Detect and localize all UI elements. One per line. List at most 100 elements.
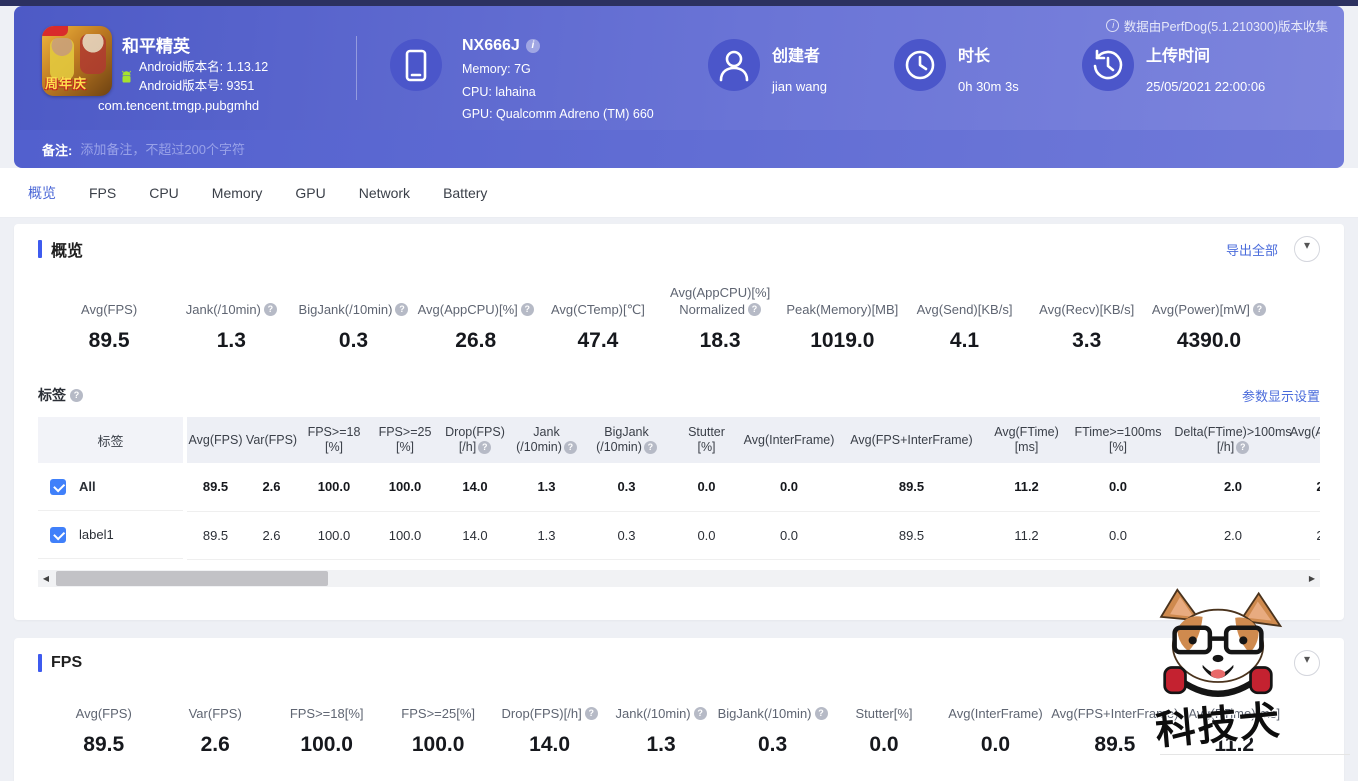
tab-gpu[interactable]: GPU [295, 184, 326, 201]
metric-avg-fps: Avg(FPS) 89.5 [48, 688, 159, 757]
param-display-settings-link[interactable]: 参数显示设置 [1241, 388, 1320, 404]
metric-avg-ctemp: Avg(CTemp)[℃] 47.4 [537, 284, 659, 353]
help-icon[interactable] [70, 388, 83, 402]
metric-stutter: Stutter[%] 0.0 [828, 688, 939, 757]
tab-overview[interactable]: 概览 [28, 184, 56, 201]
app-icon: 周年庆 [42, 26, 112, 96]
app-name: 和平精英 [122, 37, 190, 56]
table-scroll-area[interactable]: Avg(FPS) Var(FPS) FPS>=18 [%] FPS>=25 [%] … [187, 417, 1320, 560]
metric-value: 11.2 [1214, 733, 1255, 756]
metric-avg-fps-interframe: Avg(FPS+InterFrame) 89.5 [1051, 706, 1179, 756]
metric-avg-interframe: Avg(InterFrame) 0.0 [940, 688, 1051, 757]
creator-value: jian wang [772, 79, 827, 94]
help-icon[interactable] [1252, 303, 1266, 316]
metric-value: 2.6 [200, 733, 230, 756]
user-icon [719, 50, 749, 82]
metric-peak-memory: Peak(Memory)[MB] 1019.0 [781, 284, 903, 353]
metric-value: 100.0 [411, 733, 465, 756]
metric-value: 26.8 [455, 329, 497, 352]
app-versions: Android版本名: 1.13.12 Android版本号: 9351 [120, 58, 268, 96]
header-divider [356, 36, 357, 100]
metric-avg-fps: Avg(FPS) 89.5 [48, 284, 170, 353]
metric-jank: Jank(/10min) 1.3 [605, 688, 716, 757]
help-icon[interactable] [747, 303, 761, 316]
metric-avg-recv: Avg(Recv)[KB/s] 3.3 [1026, 284, 1148, 353]
phone-icon [405, 49, 427, 82]
app-icon-art [80, 34, 106, 74]
metric-bigjank: BigJank(/10min) 0.3 [292, 284, 414, 353]
help-icon[interactable] [563, 441, 577, 454]
table-row: label1 [38, 511, 183, 559]
metric-avg-appcpu-normalized: Avg(AppCPU)[%] Normalized 18.3 [659, 284, 781, 353]
duration-icon-circle [894, 39, 946, 91]
col-header: Avg(FTime) [ms] [989, 417, 1064, 463]
help-icon[interactable] [693, 707, 707, 720]
creator-icon-circle [708, 39, 760, 91]
collector-note: 数据由PerfDog(5.1.210300)版本收集 [1105, 16, 1328, 35]
tab-battery[interactable]: Battery [443, 184, 488, 201]
table-header-row: Avg(FPS) Var(FPS) FPS>=18 [%] FPS>=25 [%] … [187, 417, 1320, 463]
remark-input[interactable] [80, 141, 1324, 157]
overview-title: 概览 [51, 243, 84, 260]
col-header: Delta(FTime)>100ms [/h] [1172, 417, 1294, 463]
tab-fps[interactable]: FPS [89, 184, 117, 201]
fps-metrics: Avg(FPS) 89.5 Var(FPS) 2.6 FPS>=18[%] 10… [38, 688, 1320, 757]
remark-bar: 备注: [14, 130, 1344, 168]
metric-avg-power: Avg(Power)[mW] 4390.0 [1148, 284, 1270, 353]
metric-value: 3.3 [1072, 329, 1102, 352]
table-row-label1: 89.5 2.6 100.0 100.0 14.0 1.3 0.3 0.0 0.… [187, 511, 1320, 560]
labels-title: 标签 [38, 387, 66, 403]
report-header: 周年庆 和平精英 Android版本名: 1.13.12 Android版本号:… [14, 6, 1344, 130]
col-header: Var(FPS) [244, 417, 299, 463]
help-icon[interactable] [263, 303, 277, 316]
fps-title: FPS [51, 654, 83, 671]
tab-memory[interactable]: Memory [211, 184, 263, 201]
help-icon[interactable] [814, 707, 828, 720]
app-icon-caption: 周年庆 [45, 76, 88, 91]
app-package: com.tencent.tmgp.pubgmhd [98, 98, 260, 113]
help-icon[interactable] [1236, 441, 1250, 454]
help-icon[interactable] [584, 707, 598, 720]
device-model: NX666J [462, 36, 520, 54]
help-icon[interactable] [643, 441, 657, 454]
checkbox-all[interactable] [50, 478, 66, 495]
col-header: Jank (/10min) [509, 417, 584, 463]
metric-value: 89.5 [83, 733, 125, 756]
metric-bigjank: BigJank(/10min) 0.3 [717, 688, 828, 757]
metric-value: 0.3 [757, 733, 788, 756]
android-version-code: Android版本号: 9351 [139, 79, 255, 93]
title-accent-bar [38, 240, 42, 258]
duration-value: 0h 30m 3s [958, 79, 1019, 94]
help-icon[interactable] [478, 441, 492, 454]
help-icon[interactable] [520, 303, 534, 316]
tab-network[interactable]: Network [358, 184, 411, 201]
collapse-overview-button[interactable] [1294, 236, 1320, 262]
metric-value: 47.4 [577, 329, 619, 352]
labels-table: 标签 All label1 Avg(FPS) [38, 417, 1320, 560]
horizontal-scrollbar[interactable]: ◀ ▶ [38, 569, 1320, 587]
col-header: Avg(InterFrame) [744, 417, 834, 463]
metric-drop-fps: Drop(FPS)[/h] 14.0 [494, 688, 605, 757]
metric-value: 4.1 [949, 329, 980, 352]
upload-value: 25/05/2021 22:00:06 [1146, 79, 1266, 94]
metric-value: 0.0 [869, 733, 899, 756]
metric-value: 0.3 [338, 329, 369, 352]
metric-value: 1.3 [216, 329, 246, 352]
col-header: Stutter [%] [669, 417, 744, 463]
col-header: Avg(FPS+InterFrame) [834, 417, 989, 463]
scroll-right-arrow[interactable]: ▶ [1308, 573, 1316, 583]
help-icon[interactable] [395, 303, 409, 316]
metric-value: 18.3 [699, 329, 741, 352]
info-icon[interactable] [525, 39, 540, 53]
history-clock-icon [1093, 49, 1123, 80]
tab-cpu[interactable]: CPU [149, 184, 179, 201]
scroll-left-arrow[interactable]: ◀ [42, 573, 50, 583]
checkbox-label1[interactable] [50, 526, 66, 543]
metric-jank: Jank(/10min) 1.3 [170, 284, 292, 353]
export-all-link[interactable]: 导出全部 [1225, 242, 1278, 258]
col-header: FTime>=100ms [%] [1064, 417, 1172, 463]
collapse-fps-button[interactable] [1294, 650, 1320, 676]
scrollbar-thumb[interactable] [56, 570, 328, 586]
device-memory: Memory: 7G [462, 62, 531, 76]
metric-value: 14.0 [529, 733, 571, 756]
